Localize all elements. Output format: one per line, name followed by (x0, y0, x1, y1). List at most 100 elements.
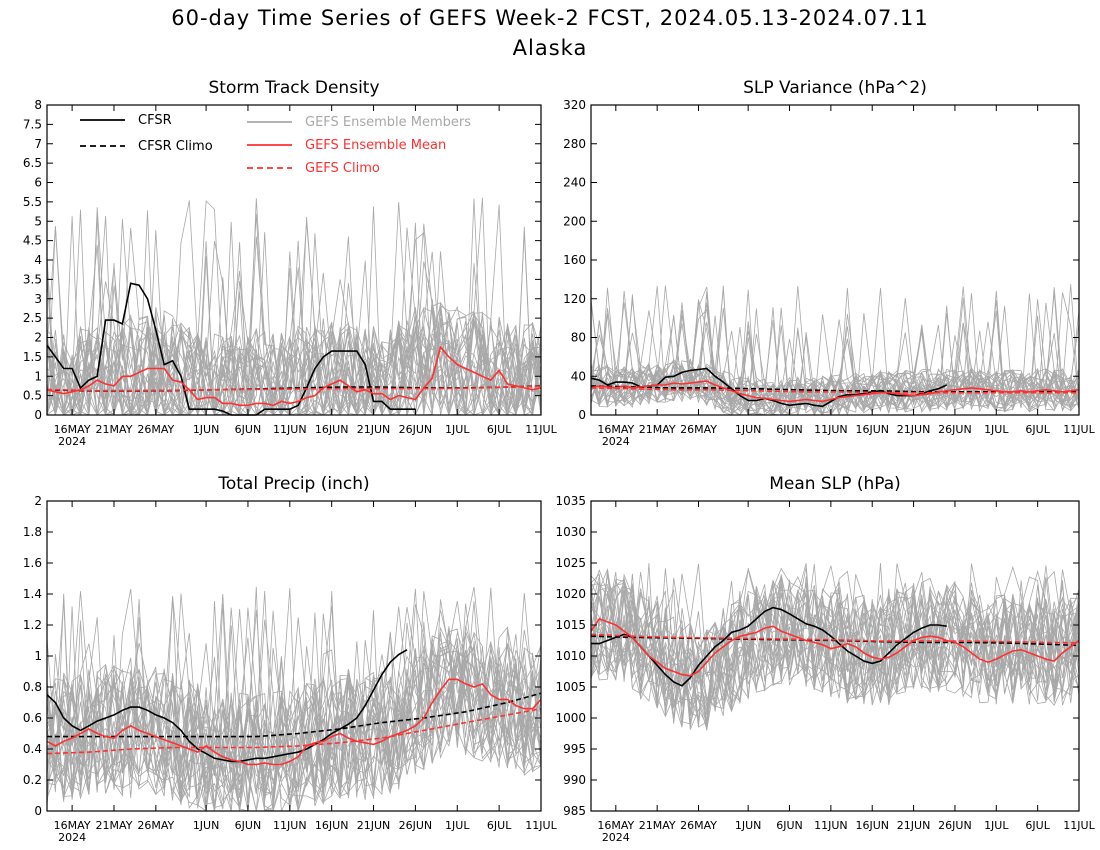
x-tick-label: 21MAY (639, 819, 676, 832)
ensemble-member-line (47, 272, 541, 415)
ensemble-member-line (47, 591, 541, 811)
y-tick-label: 995 (563, 742, 586, 756)
x-tick-label: 11JUL (525, 819, 557, 832)
ensemble-members (591, 284, 1079, 415)
cfsr-climo-line (47, 692, 542, 738)
gefs-climo-line (46, 707, 542, 755)
ensemble-members (47, 197, 541, 415)
y-tick-label: 1 (34, 649, 42, 663)
x-tick-label: 16MAY (597, 423, 634, 436)
gefs-ensemble-mean-line (46, 678, 542, 766)
x-tick-label: 6JUN (776, 423, 803, 436)
panel-title: Total Precip (inch) (217, 474, 369, 494)
x-year-label: 2024 (602, 435, 630, 448)
x-tick-label: 1JUN (193, 819, 220, 832)
panel-title: Mean SLP (hPa) (769, 474, 901, 494)
x-tick-label: 1JUL (445, 423, 470, 436)
x-tick-label: 11JUL (1063, 423, 1095, 436)
y-tick-label: 2 (34, 331, 42, 345)
x-year-label: 2024 (58, 435, 86, 448)
figure-title: 60-day Time Series of GEFS Week-2 FCST, … (171, 6, 929, 30)
y-tick-label: 7.5 (23, 117, 42, 131)
x-tick-label: 16MAY (54, 423, 91, 436)
y-tick-label: 0.4 (23, 742, 42, 756)
ensemble-member-line (591, 286, 1079, 412)
slp-variance-panel: SLP Variance (hPa^2) 0 40 80 120 160 200 240 280… (563, 78, 1095, 448)
x-tick-label: 6JUL (487, 423, 512, 436)
y-tick-label: 4 (34, 253, 42, 267)
x-tick-label: 6JUN (235, 819, 262, 832)
ensemble-member-line (591, 298, 1079, 415)
legend: CFSR CFSR Climo GEFS Ensemble Members GEFS … (80, 113, 471, 176)
y-tick-label: 1025 (555, 556, 586, 570)
y-tick-label: 4.5 (23, 234, 42, 248)
x-tick-label: 11JUN (814, 819, 848, 832)
y-tick-label: 320 (563, 98, 586, 112)
y-tick-label: 7 (34, 137, 42, 151)
y-tick-label: 0 (34, 408, 42, 422)
figure-subtitle-region: Alaska (512, 36, 588, 60)
x-tick-label: 26JUN (938, 819, 972, 832)
x-tick-label: 16JUN (855, 819, 889, 832)
ensemble-member-line (591, 302, 1079, 415)
ensemble-member-line (47, 207, 541, 415)
y-tick-label: 0.6 (23, 711, 42, 725)
cfsr-climo-line (590, 385, 1079, 393)
y-tick-label: 0.5 (23, 389, 42, 403)
x-tick-label: 21JUN (897, 819, 931, 832)
y-tick-label: 1035 (555, 494, 586, 508)
x-tick-label: 16JUN (855, 423, 889, 436)
ensemble-member-line (591, 572, 1079, 720)
y-tick-label: 1015 (555, 618, 586, 632)
y-tick-label: 1010 (555, 649, 586, 663)
x-tick-label: 1JUL (984, 819, 1009, 832)
ensemble-member-line (47, 631, 541, 811)
x-tick-label: 16JUN (315, 819, 349, 832)
y-tick-label: 5.5 (23, 195, 42, 209)
gefs-ensemble-mean-line (590, 380, 1080, 403)
y-tick-label: 8 (34, 98, 42, 112)
y-tick-label: 1.4 (23, 587, 42, 601)
y-tick-label: 990 (563, 773, 586, 787)
x-tick-label: 26JUN (938, 423, 972, 436)
cfsr-line (46, 649, 408, 763)
y-tick-label: 1000 (555, 711, 586, 725)
y-tick-label: 0 (578, 408, 586, 422)
x-tick-label: 11JUN (814, 423, 848, 436)
y-tick-label: 280 (563, 137, 586, 151)
x-tick-label: 1JUL (445, 819, 470, 832)
ensemble-members (591, 563, 1079, 731)
gefs-climo-line (590, 387, 1079, 394)
ensemble-member-line (591, 563, 1079, 709)
y-tick-label: 1020 (555, 587, 586, 601)
storm-track-density-panel: Storm Track Density 0 0.5 1 1.5 2 2.5 3 3.5 4 4.5 5… (23, 78, 558, 448)
ensemble-member-line (47, 599, 541, 794)
legend-label-mean: GEFS Ensemble Mean (305, 138, 446, 153)
x-tick-label: 21JUN (897, 423, 931, 436)
x-tick-label: 26JUN (399, 819, 433, 832)
ensemble-member-line (591, 576, 1079, 703)
gefs-ensemble-mean-line (590, 617, 1080, 677)
ensemble-member-line (47, 590, 541, 810)
y-tick-label: 240 (563, 176, 586, 190)
legend-label-cfsr_climo: CFSR Climo (138, 139, 213, 154)
ensemble-member-line (47, 198, 541, 415)
y-tick-label: 3 (34, 292, 42, 306)
x-tick-label: 6JUL (1025, 423, 1050, 436)
x-tick-label: 16MAY (597, 819, 634, 832)
legend-label-gefs_climo: GEFS Climo (305, 161, 380, 176)
x-tick-label: 6JUN (776, 819, 803, 832)
ensemble-member-line (47, 610, 541, 811)
y-tick-label: 1.8 (23, 525, 42, 539)
y-tick-label: 6.5 (23, 156, 42, 170)
gefs-climo-line (46, 385, 542, 392)
x-tick-label: 6JUL (487, 819, 512, 832)
ensemble-member-line (591, 293, 1079, 415)
x-tick-label: 11JUL (525, 423, 557, 436)
x-tick-label: 21MAY (96, 819, 133, 832)
ensemble-member-line (47, 267, 541, 415)
x-tick-label: 21MAY (96, 423, 133, 436)
ensemble-member-line (47, 213, 541, 415)
x-tick-label: 16JUN (315, 423, 349, 436)
